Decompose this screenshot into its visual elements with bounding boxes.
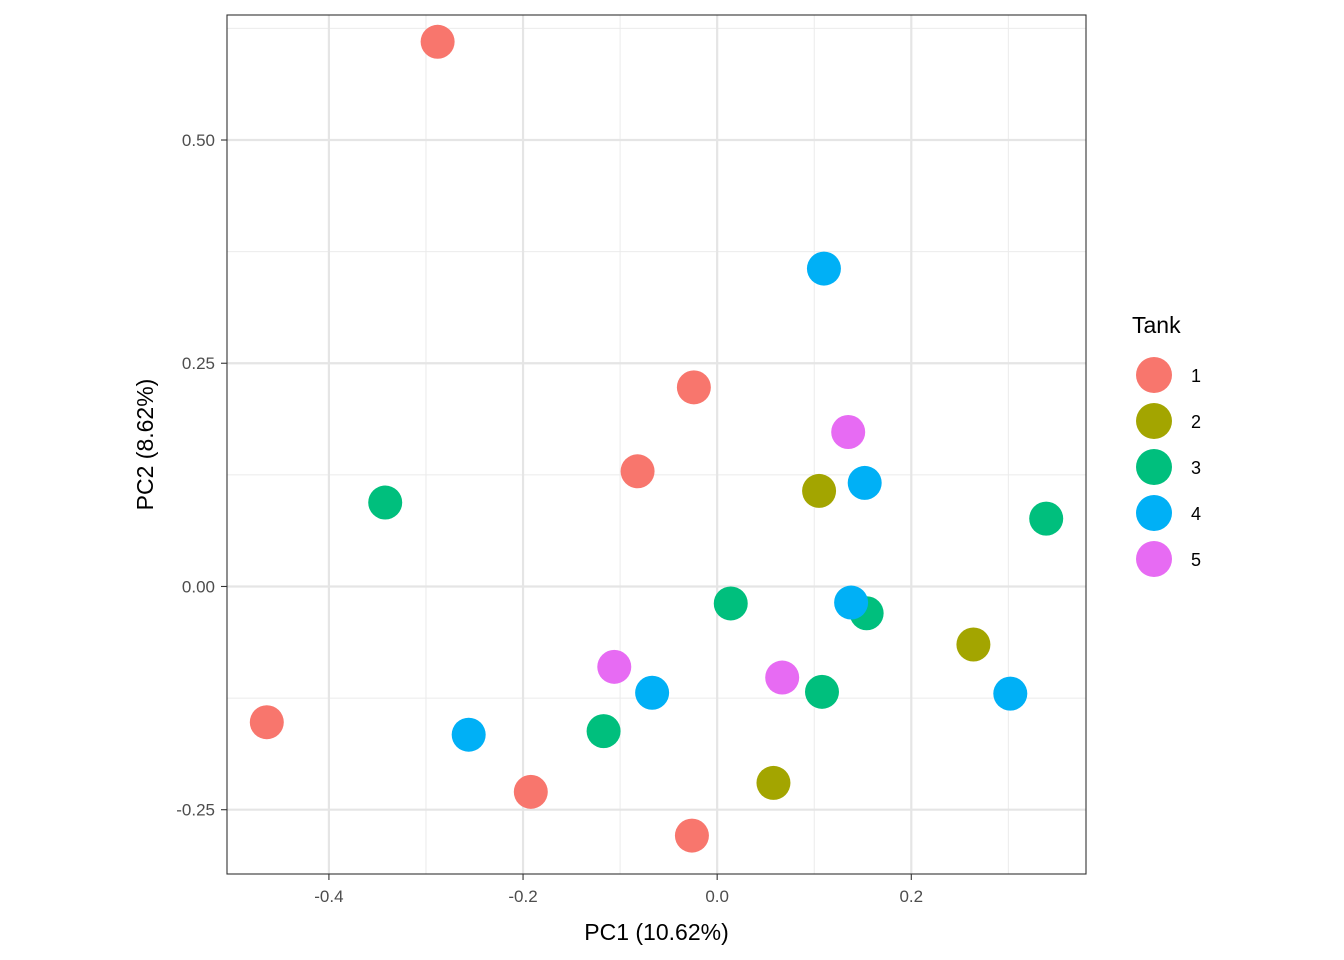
data-point-tank-1 bbox=[513, 774, 548, 809]
data-point-tank-5 bbox=[831, 414, 866, 449]
data-point-tank-1 bbox=[620, 454, 655, 489]
data-point-tank-3 bbox=[804, 674, 839, 709]
x-tick-label: 0.2 bbox=[899, 887, 923, 906]
legend-label: 2 bbox=[1191, 412, 1201, 432]
data-point-tank-4 bbox=[847, 465, 882, 500]
x-tick-label: -0.4 bbox=[314, 887, 343, 906]
legend-title: Tank bbox=[1132, 312, 1181, 338]
x-tick-label: -0.2 bbox=[508, 887, 537, 906]
data-points bbox=[249, 24, 1064, 853]
legend-label: 4 bbox=[1191, 504, 1201, 524]
data-point-tank-3 bbox=[1029, 501, 1064, 536]
y-tick-label: 0.50 bbox=[182, 131, 215, 150]
x-tick-label: 0.0 bbox=[705, 887, 729, 906]
legend-key-tank-1 bbox=[1136, 357, 1172, 393]
data-point-tank-4 bbox=[806, 251, 841, 286]
data-point-tank-1 bbox=[676, 370, 711, 405]
data-point-tank-4 bbox=[993, 676, 1028, 711]
legend-key-tank-5 bbox=[1136, 541, 1172, 577]
axis-ticks bbox=[221, 139, 912, 880]
legend-label: 1 bbox=[1191, 366, 1201, 386]
legend-key-tank-3 bbox=[1136, 449, 1172, 485]
plot-panel-border bbox=[226, 14, 1087, 875]
data-point-tank-2 bbox=[956, 627, 991, 662]
data-point-tank-2 bbox=[756, 765, 791, 800]
legend-label: 3 bbox=[1191, 458, 1201, 478]
x-axis-title: PC1 (10.62%) bbox=[584, 919, 728, 945]
legend-key-tank-2 bbox=[1136, 403, 1172, 439]
data-point-tank-5 bbox=[597, 649, 632, 684]
major-gridlines bbox=[227, 15, 1086, 874]
data-point-tank-5 bbox=[765, 660, 800, 695]
y-axis-title: PC2 (8.62%) bbox=[132, 379, 158, 511]
data-point-tank-4 bbox=[834, 585, 869, 620]
legend-label: 5 bbox=[1191, 550, 1201, 570]
legend: Tank 1 2 3 4 5 bbox=[1132, 312, 1201, 577]
data-point-tank-4 bbox=[635, 675, 670, 710]
data-point-tank-1 bbox=[420, 24, 455, 59]
y-tick-label: 0.00 bbox=[182, 577, 215, 596]
x-axis-tick-labels: -0.4 -0.2 0.0 0.2 bbox=[314, 887, 923, 906]
data-point-tank-1 bbox=[674, 818, 709, 853]
data-point-tank-1 bbox=[249, 705, 284, 740]
data-point-tank-3 bbox=[586, 714, 621, 749]
data-point-tank-2 bbox=[802, 473, 837, 508]
y-tick-label: -0.25 bbox=[176, 801, 215, 820]
y-axis-tick-labels: -0.25 0.00 0.25 0.50 bbox=[176, 131, 215, 820]
data-point-tank-3 bbox=[368, 485, 403, 520]
data-point-tank-3 bbox=[713, 586, 748, 621]
y-tick-label: 0.25 bbox=[182, 354, 215, 373]
minor-gridlines bbox=[227, 15, 1086, 874]
data-point-tank-4 bbox=[451, 717, 486, 752]
legend-key-tank-4 bbox=[1136, 495, 1172, 531]
